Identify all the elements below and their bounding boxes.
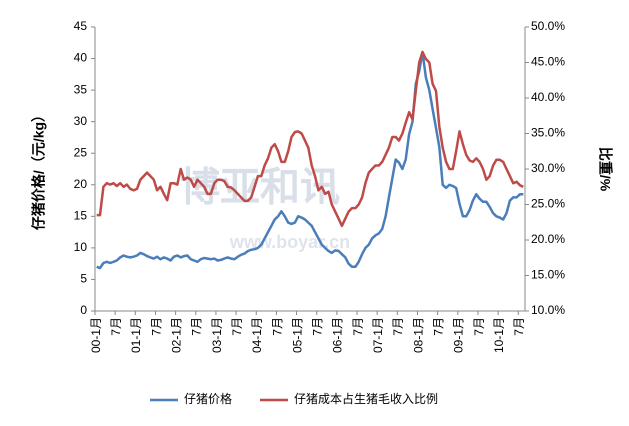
y2-tick-label: 20.0% bbox=[531, 232, 565, 246]
x-tick-label: 05-1月 bbox=[290, 317, 304, 353]
x-tick-label: 02-1月 bbox=[169, 317, 183, 353]
x-tick-label: 06-1月 bbox=[331, 317, 345, 353]
y2-tick-label: 50.0% bbox=[531, 19, 565, 33]
y2-tick-label: 15.0% bbox=[531, 268, 565, 282]
y-tick-label: 35 bbox=[74, 82, 88, 96]
y2-tick-label: 30.0% bbox=[531, 161, 565, 175]
x-tick-label: 7月 bbox=[512, 317, 526, 336]
y2-tick-label: 10.0% bbox=[531, 303, 565, 317]
x-tick-label: 04-1月 bbox=[250, 317, 264, 353]
y2-tick-label: 35.0% bbox=[531, 126, 565, 140]
x-tick-label: 7月 bbox=[472, 317, 486, 336]
y2-tick-label: 25.0% bbox=[531, 197, 565, 211]
watermark-url: www.boyar.cn bbox=[229, 232, 350, 252]
y-tick-label: 25 bbox=[74, 145, 88, 159]
x-tick-label: 7月 bbox=[311, 317, 325, 336]
y-tick-label: 30 bbox=[74, 114, 88, 128]
y2-tick-label: 40.0% bbox=[531, 90, 565, 104]
x-tick-label: 7月 bbox=[351, 317, 365, 336]
x-tick-label: 7月 bbox=[109, 317, 123, 336]
y-tick-label: 5 bbox=[80, 272, 87, 286]
y-tick-label: 20 bbox=[74, 177, 88, 191]
x-tick-label: 01-1月 bbox=[129, 317, 143, 353]
y-tick-label: 10 bbox=[74, 240, 88, 254]
y-tick-label: 40 bbox=[74, 51, 88, 65]
x-tick-label: 07-1月 bbox=[371, 317, 385, 353]
x-tick-label: 7月 bbox=[230, 317, 244, 336]
y2-tick-label: 45.0% bbox=[531, 55, 565, 69]
x-tick-label: 7月 bbox=[149, 317, 163, 336]
legend-label: 仔猪价格 bbox=[184, 391, 232, 406]
y-axis-label: 仔猪价格/（元/kg） bbox=[31, 108, 47, 230]
y-tick-label: 15 bbox=[74, 209, 88, 223]
x-tick-label: 03-1月 bbox=[210, 317, 224, 353]
x-tick-label: 09-1月 bbox=[452, 317, 466, 353]
y-tick-label: 0 bbox=[80, 303, 87, 317]
x-tick-label: 7月 bbox=[270, 317, 284, 336]
series-line bbox=[96, 50, 524, 228]
x-tick-label: 00-1月 bbox=[89, 317, 103, 353]
y2-axis-label: 比重/% bbox=[597, 147, 613, 192]
x-tick-label: 7月 bbox=[190, 317, 204, 336]
x-tick-label: 08-1月 bbox=[411, 317, 425, 353]
x-tick-label: 7月 bbox=[432, 317, 446, 336]
legend-label: 仔猪成本占生猪毛收入比例 bbox=[294, 391, 438, 406]
y-tick-label: 45 bbox=[74, 19, 88, 33]
x-tick-label: 10-1月 bbox=[492, 317, 506, 353]
x-tick-label: 7月 bbox=[391, 317, 405, 336]
series-line bbox=[96, 50, 524, 270]
